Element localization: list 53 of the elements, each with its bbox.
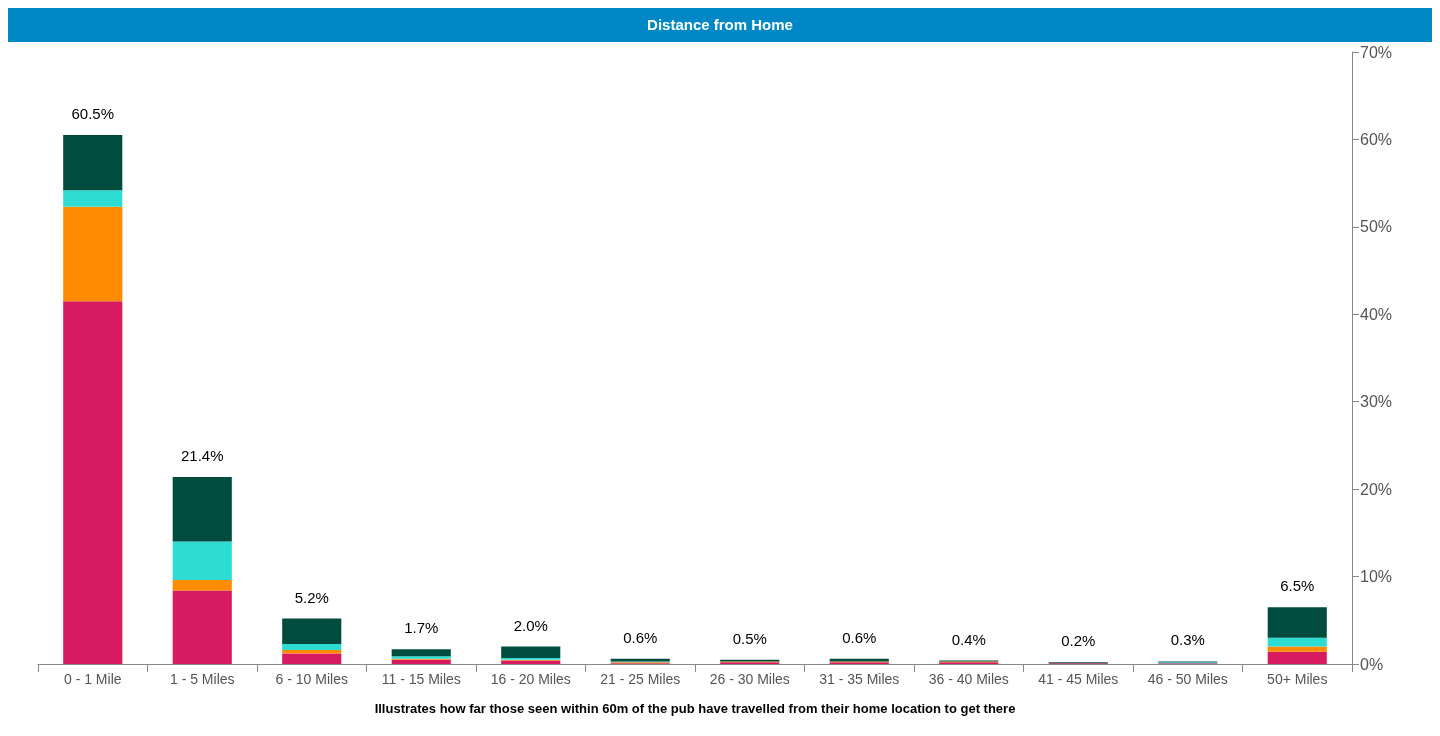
total-label: 5.2% bbox=[294, 588, 329, 606]
bar bbox=[1267, 651, 1327, 664]
total-label: 0.4% bbox=[951, 630, 986, 648]
x-tick-label: 0 - 1 Mile bbox=[63, 671, 122, 687]
total-label: 21.4% bbox=[180, 446, 224, 464]
bar bbox=[172, 476, 232, 542]
bar bbox=[282, 618, 342, 644]
total-label: 6.5% bbox=[1280, 577, 1315, 595]
x-tick-label: 50+ Miles bbox=[1267, 671, 1328, 687]
x-tick-label: 16 - 20 Miles bbox=[490, 671, 571, 687]
total-label: 60.5% bbox=[71, 105, 115, 123]
x-axis-title: Illustrates how far those seen within 60m of the pub have travelled from their home location to get there bbox=[374, 701, 1016, 716]
bar bbox=[282, 643, 342, 651]
bar bbox=[501, 646, 561, 658]
y-tick-label: 30% bbox=[1360, 393, 1393, 411]
bar bbox=[63, 190, 123, 207]
bar bbox=[63, 206, 123, 302]
y-tick-label: 60% bbox=[1360, 130, 1393, 148]
total-label: 0.3% bbox=[1170, 631, 1205, 649]
y-tick-label: 0% bbox=[1360, 655, 1384, 673]
bar bbox=[1267, 646, 1327, 652]
x-tick-label: 36 - 40 Miles bbox=[928, 671, 1009, 687]
x-tick-label: 46 - 50 Miles bbox=[1147, 671, 1228, 687]
bar bbox=[282, 650, 342, 654]
total-label: 0.6% bbox=[623, 628, 658, 646]
y-tick-label: 50% bbox=[1360, 218, 1393, 236]
bar bbox=[391, 659, 451, 664]
bar bbox=[172, 580, 232, 591]
bar bbox=[282, 653, 342, 664]
x-tick-label: 26 - 30 Miles bbox=[709, 671, 790, 687]
bar bbox=[172, 590, 232, 664]
x-tick-label: 21 - 25 Miles bbox=[600, 671, 681, 687]
bar bbox=[63, 301, 123, 664]
x-tick-label: 11 - 15 Miles bbox=[381, 671, 461, 687]
x-tick-label: 6 - 10 Miles bbox=[275, 671, 348, 687]
y-tick-label: 70% bbox=[1360, 43, 1393, 61]
total-label: 1.7% bbox=[404, 619, 439, 637]
total-label: 2.0% bbox=[513, 616, 548, 634]
bar bbox=[1267, 637, 1327, 647]
y-tick-label: 40% bbox=[1360, 305, 1393, 323]
chart-title: Distance from Home bbox=[8, 8, 1432, 42]
x-tick-label: 41 - 45 Miles bbox=[1038, 671, 1119, 687]
bar bbox=[63, 135, 123, 191]
y-tick-label: 10% bbox=[1360, 568, 1393, 586]
total-label: 0.2% bbox=[1061, 632, 1096, 650]
x-tick-label: 1 - 5 Miles bbox=[169, 671, 235, 687]
bar bbox=[172, 541, 232, 581]
bar bbox=[1267, 607, 1327, 638]
y-tick-label: 20% bbox=[1360, 480, 1393, 498]
total-label: 0.6% bbox=[842, 628, 877, 646]
total-label: 0.5% bbox=[732, 629, 767, 647]
x-tick-label: 31 - 35 Miles bbox=[819, 671, 900, 687]
bar bbox=[391, 649, 451, 657]
